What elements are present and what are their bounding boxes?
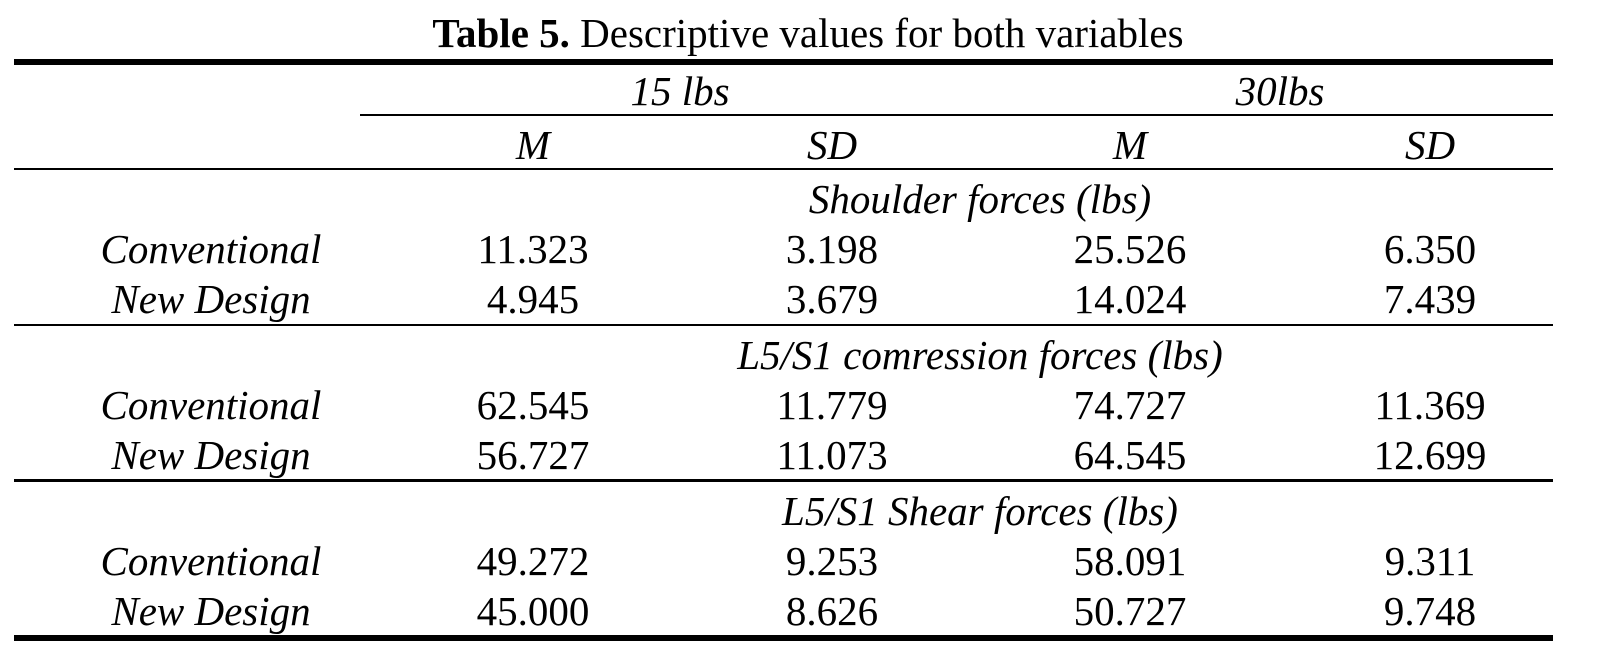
section-divider-1 (14, 324, 1553, 326)
value-cell: 12.699 (1373, 432, 1487, 478)
value-cell: 8.626 (785, 588, 879, 634)
section-title-l5s1-shear: L5/S1 Shear forces (lbs) (782, 488, 1178, 534)
value-cell: 62.545 (476, 382, 590, 428)
value-cell: 49.272 (476, 538, 590, 584)
stat-header-sd-15: SD (806, 122, 858, 168)
row-label: New Design (111, 276, 311, 322)
value-cell: 3.679 (785, 276, 879, 322)
stat-header-m-30: M (1112, 122, 1148, 168)
section-divider-2 (14, 479, 1553, 482)
group-rule (360, 114, 1553, 116)
row-label: Conventional (100, 382, 322, 428)
value-cell: 11.073 (776, 432, 888, 478)
value-cell: 14.024 (1073, 276, 1187, 322)
value-cell: 11.779 (776, 382, 888, 428)
value-cell: 58.091 (1073, 538, 1187, 584)
stat-header-m-15: M (515, 122, 551, 168)
value-cell: 9.311 (1384, 538, 1476, 584)
row-label: New Design (111, 432, 311, 478)
top-rule (14, 59, 1553, 65)
stat-header-sd-30: SD (1404, 122, 1456, 168)
value-cell: 11.369 (1374, 382, 1486, 428)
section-title-shoulder: Shoulder forces (lbs) (808, 176, 1152, 222)
section-title-l5s1-compression: L5/S1 comression forces (lbs) (737, 332, 1223, 378)
group-header-30-lbs: 30lbs (1235, 68, 1325, 114)
row-label: Conventional (100, 538, 322, 584)
table-caption-label: Table 5. (432, 10, 570, 56)
table-caption: Table 5. Descriptive values for both var… (0, 8, 1616, 58)
value-cell: 4.945 (486, 276, 580, 322)
value-cell: 6.350 (1383, 226, 1477, 272)
value-cell: 11.323 (477, 226, 589, 272)
bottom-rule (14, 635, 1553, 641)
value-cell: 7.439 (1383, 276, 1477, 322)
row-label: Conventional (100, 226, 322, 272)
value-cell: 9.748 (1383, 588, 1477, 634)
value-cell: 74.727 (1073, 382, 1187, 428)
value-cell: 50.727 (1073, 588, 1187, 634)
value-cell: 3.198 (785, 226, 879, 272)
table-caption-text: Descriptive values for both variables (580, 10, 1184, 56)
header-bottom-rule (14, 168, 1553, 170)
value-cell: 64.545 (1073, 432, 1187, 478)
value-cell: 25.526 (1073, 226, 1187, 272)
value-cell: 9.253 (785, 538, 879, 584)
row-label: New Design (111, 588, 311, 634)
value-cell: 56.727 (476, 432, 590, 478)
group-header-15-lbs: 15 lbs (630, 68, 730, 114)
value-cell: 45.000 (476, 588, 590, 634)
